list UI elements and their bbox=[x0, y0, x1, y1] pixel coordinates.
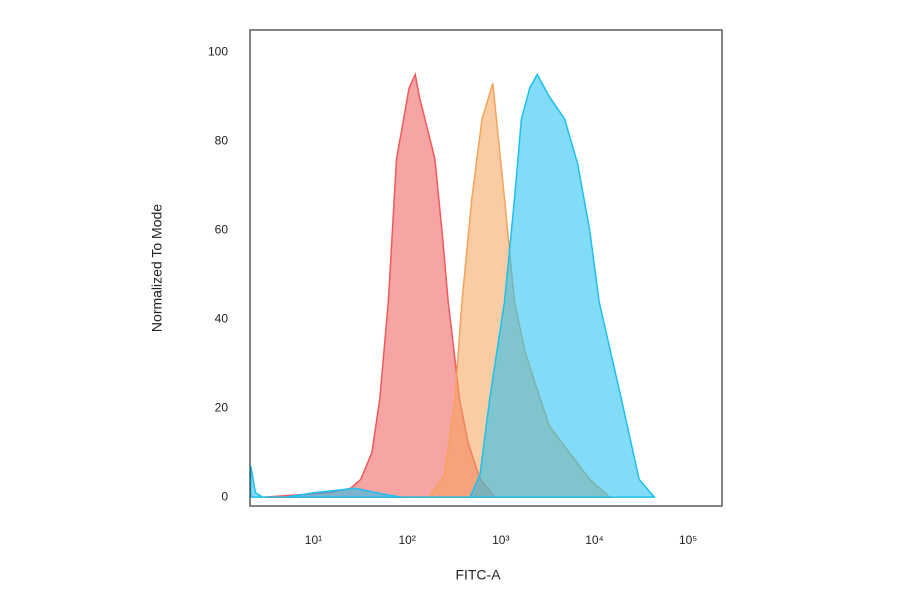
y-tick-label: 0 bbox=[221, 489, 228, 503]
x-tick-label: 10¹ bbox=[305, 533, 322, 547]
histogram-area bbox=[250, 72, 656, 498]
y-tick-label: 40 bbox=[215, 311, 229, 325]
y-axis-title: Normalized To Mode bbox=[149, 204, 165, 332]
x-tick-label: 10⁴ bbox=[585, 533, 604, 547]
x-tick-label: 10⁵ bbox=[679, 533, 697, 547]
plot-frame bbox=[249, 29, 723, 507]
x-tick-label: 10² bbox=[398, 533, 415, 547]
y-tick-label: 100 bbox=[208, 44, 228, 58]
y-tick-label: 20 bbox=[215, 400, 229, 414]
x-axis-title: FITC-A bbox=[455, 567, 501, 583]
x-tick-label: 10³ bbox=[492, 533, 509, 547]
y-tick-label: 80 bbox=[215, 133, 229, 147]
y-tick-label: 60 bbox=[215, 222, 229, 236]
plot-area bbox=[250, 72, 656, 498]
